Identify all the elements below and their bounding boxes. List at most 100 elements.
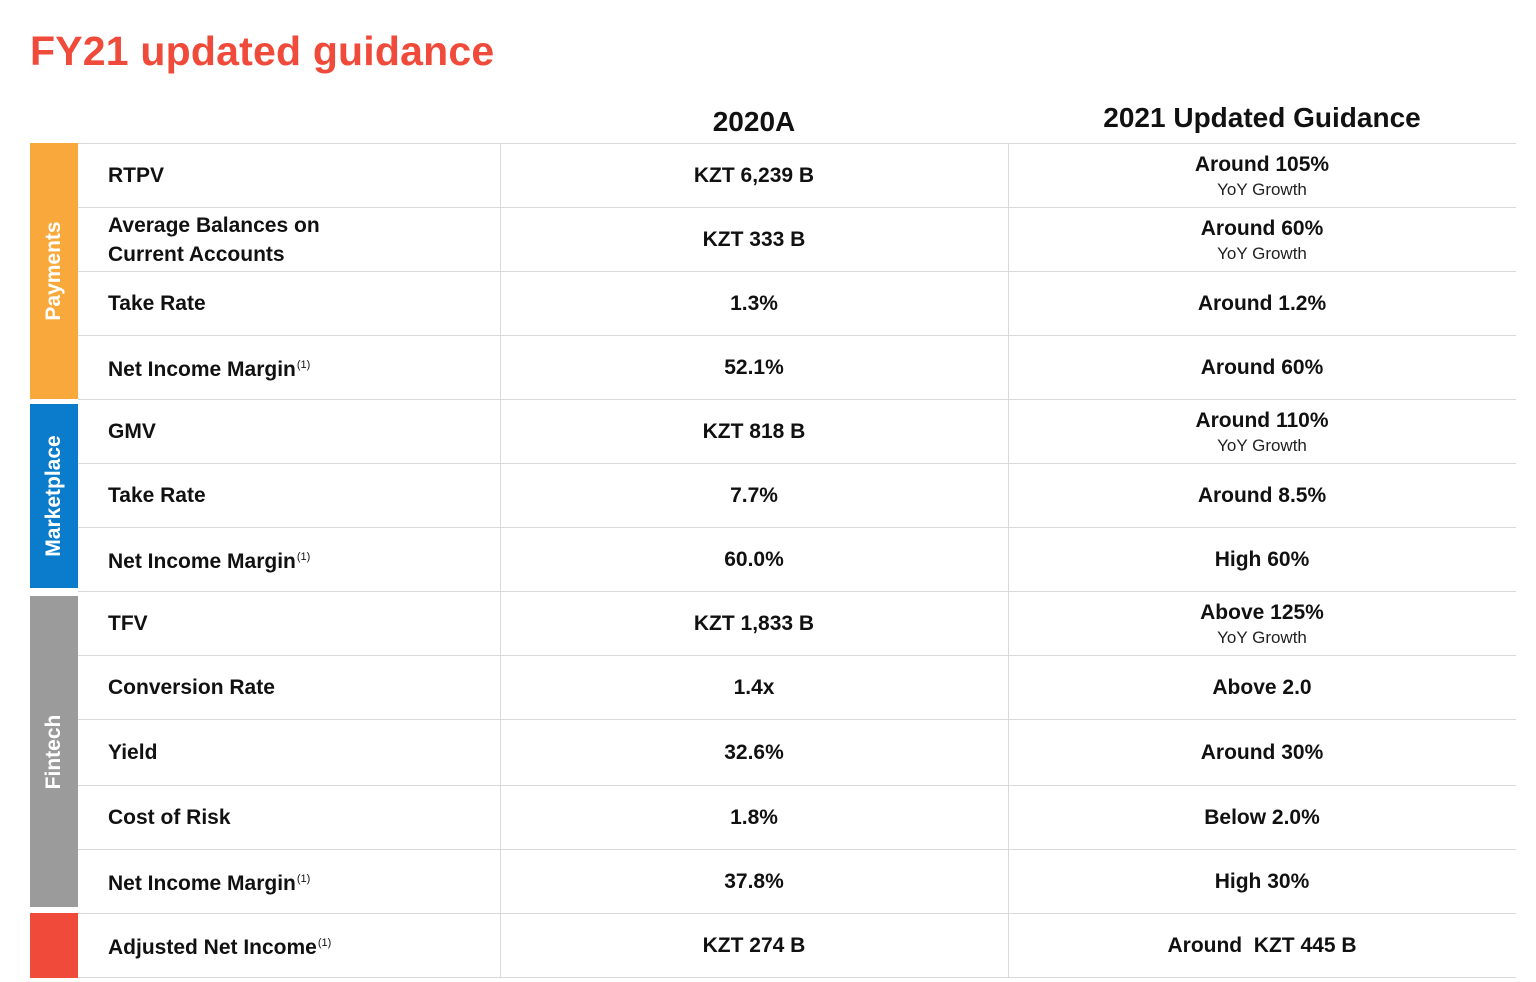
metric-label: Take Rate xyxy=(108,484,206,507)
table-row: Yield 32.6% Around 30% xyxy=(78,720,1516,786)
metric-label-line2: Current Accounts xyxy=(108,242,285,266)
footnote-marker: (1) xyxy=(296,359,311,371)
guidance-subtext: YoY Growth xyxy=(1217,627,1307,647)
guidance-value: Around 60% xyxy=(1200,216,1324,240)
actual-2020-value: KZT 1,833 B xyxy=(693,611,815,635)
table-row: Average Balances on Current Accounts KZT 3… xyxy=(78,208,1516,272)
metric-name: Average Balances on Current Accounts xyxy=(108,208,498,271)
actual-2020-value: 52.1% xyxy=(724,355,784,379)
section-label-fintech: Fintech xyxy=(42,714,65,789)
actual-2020-value: 37.8% xyxy=(724,869,784,893)
page-title: FY21 updated guidance xyxy=(30,28,495,74)
guidance-2021-cell: Above 125% YoY Growth xyxy=(1008,592,1516,655)
footnote-marker: (1) xyxy=(296,873,311,885)
actual-2020-value: 1.3% xyxy=(730,291,778,315)
guidance-subtext: YoY Growth xyxy=(1217,179,1307,199)
metric-name: Net Income Margin(1) xyxy=(108,336,498,399)
actual-2020-value: 7.7% xyxy=(730,483,778,507)
guidance-value: Above 125% xyxy=(1200,600,1324,624)
metric-name: Net Income Margin(1) xyxy=(108,528,498,591)
metric-label: RTPV xyxy=(108,164,165,187)
actual-2020-value: KZT 6,239 B xyxy=(693,163,815,187)
metric-name: Take Rate xyxy=(108,464,498,527)
guidance-2021-cell: High 60% xyxy=(1008,528,1516,591)
actual-2020-value: 32.6% xyxy=(724,740,784,764)
metric-label: GMV xyxy=(108,420,156,443)
table-row: RTPV KZT 6,239 B Around 105% YoY Growth xyxy=(78,144,1516,208)
guidance-value: Around 8.5% xyxy=(1197,484,1327,507)
metric-label: Net Income Margin xyxy=(108,550,296,573)
table-row: Take Rate 1.3% Around 1.2% xyxy=(78,272,1516,336)
guidance-subtext: YoY Growth xyxy=(1217,435,1307,455)
metric-label: Average Balances on xyxy=(108,213,320,237)
guidance-value: Around 30% xyxy=(1200,741,1324,764)
table-row: Cost of Risk 1.8% Below 2.0% xyxy=(78,786,1516,850)
section-label-marketplace: Marketplace xyxy=(42,435,65,557)
table-row: Net Income Margin(1) 52.1% Around 60% xyxy=(78,336,1516,400)
metric-label: Adjusted Net Income xyxy=(108,936,317,959)
footnote-marker: (1) xyxy=(317,937,332,949)
table-top-divider xyxy=(78,143,1516,144)
guidance-2021-cell: Around 110% YoY Growth xyxy=(1008,400,1516,463)
guidance-value: Below 2.0% xyxy=(1204,806,1320,829)
column-header-2021-guidance: 2021 Updated Guidance xyxy=(1103,102,1421,133)
table-row: Net Income Margin(1) 37.8% High 30% xyxy=(78,850,1516,914)
actual-2020-value: KZT 818 B xyxy=(702,419,806,443)
column-header-2020a: 2020A xyxy=(712,106,796,137)
guidance-value: Around 110% xyxy=(1195,408,1329,432)
guidance-subtext: YoY Growth xyxy=(1217,243,1307,263)
guidance-value: Around KZT 445 B xyxy=(1167,934,1357,957)
metric-label: Net Income Margin xyxy=(108,872,296,895)
column-divider-2 xyxy=(1008,144,1009,978)
guidance-2021-cell: Around 1.2% xyxy=(1008,272,1516,335)
metric-name: TFV xyxy=(108,592,498,655)
metric-name: Yield xyxy=(108,720,498,785)
section-bar-adjusted xyxy=(30,913,78,978)
metric-name: Adjusted Net Income(1) xyxy=(108,914,498,977)
footnote-marker: (1) xyxy=(296,551,311,563)
guidance-value: Above 2.0 xyxy=(1212,676,1312,699)
guidance-2021-cell: Around 105% YoY Growth xyxy=(1008,144,1516,207)
section-label-payments: Payments xyxy=(42,221,65,321)
metric-label: Cost of Risk xyxy=(108,806,231,829)
actual-2020-value: KZT 333 B xyxy=(702,227,806,251)
table-row: Conversion Rate 1.4x Above 2.0 xyxy=(78,656,1516,720)
actual-2020-value: 60.0% xyxy=(724,547,784,571)
metric-label: TFV xyxy=(108,612,148,635)
guidance-value: Around 1.2% xyxy=(1197,292,1327,315)
table-row: Adjusted Net Income(1) KZT 274 B Around KZ… xyxy=(78,914,1516,978)
guidance-2021-cell: Below 2.0% xyxy=(1008,786,1516,849)
guidance-2021-cell: High 30% xyxy=(1008,850,1516,913)
table-row: GMV KZT 818 B Around 110% YoY Growth xyxy=(78,400,1516,464)
guidance-2021-cell: Around 8.5% xyxy=(1008,464,1516,527)
metric-label: Net Income Margin xyxy=(108,358,296,381)
guidance-2021-cell: Above 2.0 xyxy=(1008,656,1516,719)
metric-name: Take Rate xyxy=(108,272,498,335)
actual-2020-value: 1.8% xyxy=(730,805,778,829)
metric-name: Net Income Margin(1) xyxy=(108,850,498,913)
table-row: Net Income Margin(1) 60.0% High 60% xyxy=(78,528,1516,592)
guidance-2021-cell: Around 30% xyxy=(1008,720,1516,785)
section-bar-marketplace: Marketplace xyxy=(30,404,78,588)
metric-name: Conversion Rate xyxy=(108,656,498,719)
metric-label: Conversion Rate xyxy=(108,676,275,699)
guidance-value: Around 60% xyxy=(1200,356,1324,379)
guidance-value: High 30% xyxy=(1214,870,1310,893)
guidance-2021-cell: Around KZT 445 B xyxy=(1008,914,1516,977)
actual-2020-value: KZT 274 B xyxy=(702,933,806,957)
column-divider-1 xyxy=(500,144,501,978)
section-bar-fintech: Fintech xyxy=(30,596,78,907)
table-row: TFV KZT 1,833 B Above 125% YoY Growth xyxy=(78,592,1516,656)
metric-name: Cost of Risk xyxy=(108,786,498,849)
section-bar-payments: Payments xyxy=(30,143,78,399)
metric-label: Yield xyxy=(108,741,158,764)
table-row: Take Rate 7.7% Around 8.5% xyxy=(78,464,1516,528)
actual-2020-value: 1.4x xyxy=(733,675,775,699)
guidance-value: Around 105% xyxy=(1194,152,1330,176)
guidance-2021-cell: Around 60% YoY Growth xyxy=(1008,208,1516,271)
metric-label: Take Rate xyxy=(108,292,206,315)
metric-name: GMV xyxy=(108,400,498,463)
guidance-value: High 60% xyxy=(1214,548,1310,571)
metric-name: RTPV xyxy=(108,144,498,207)
guidance-2021-cell: Around 60% xyxy=(1008,336,1516,399)
